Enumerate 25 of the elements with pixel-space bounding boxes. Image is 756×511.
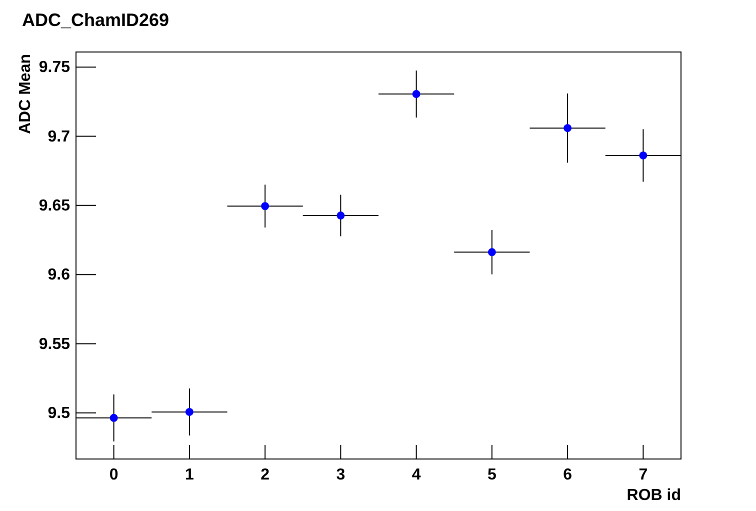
x-axis-title: ROB id — [626, 487, 681, 504]
point — [488, 248, 496, 256]
x-tick-label: 4 — [412, 466, 421, 484]
y-tick-label: 9.55 — [38, 336, 70, 353]
point — [185, 408, 194, 416]
y-tick-label: 9.75 — [38, 59, 70, 76]
y-axis-title: ADC Mean — [17, 54, 34, 134]
x-tick-label: 5 — [487, 466, 496, 484]
chart-title: ADC_ChamID269 — [22, 10, 170, 30]
y-tick-label: 9.5 — [48, 405, 70, 422]
point — [110, 414, 118, 422]
x-tick-label: 0 — [109, 466, 118, 484]
point — [336, 212, 345, 220]
point — [639, 151, 648, 160]
point — [564, 124, 572, 132]
point — [412, 90, 420, 98]
y-tick-label: 9.7 — [48, 128, 70, 146]
x-tick-label: 7 — [638, 466, 648, 484]
x-tick-label: 1 — [184, 466, 194, 484]
x-tick-label: 2 — [260, 466, 270, 484]
y-tick-label: 9.65 — [38, 198, 70, 215]
point — [261, 202, 270, 210]
x-tick-label: 3 — [336, 466, 346, 484]
y-tick-label: 9.6 — [48, 266, 70, 284]
x-tick-label: 6 — [563, 466, 572, 484]
